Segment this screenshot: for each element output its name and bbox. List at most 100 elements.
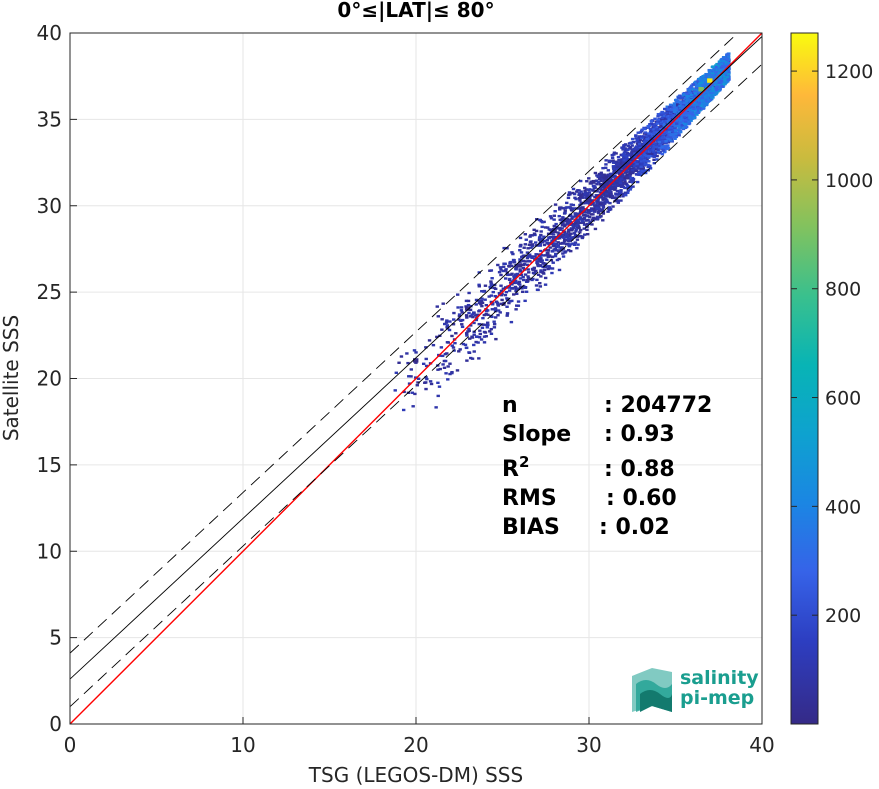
density-bin [513,285,518,289]
density-bin [718,85,722,88]
density-bin [621,175,626,178]
density-bin [435,335,439,339]
density-bin [665,109,669,113]
density-bin [646,137,650,141]
density-bin [668,126,672,129]
density-bin [466,299,471,303]
density-bin [574,228,579,231]
density-bin [546,267,550,271]
x-tick-label: 0 [64,733,77,757]
density-bin [597,207,602,211]
density-bin [527,271,531,274]
density-bin [645,126,649,129]
density-bin [649,136,653,139]
density-bin [533,241,538,244]
density-bin [604,166,608,170]
density-bin [511,252,515,256]
density-bin [542,235,546,238]
density-bin [607,160,612,164]
density-bin [394,371,399,374]
density-bin [696,85,700,88]
density-bin [585,222,590,226]
density-bin [530,245,535,248]
density-bin [582,223,587,226]
density-bin [550,267,555,270]
density-bin [524,260,528,263]
density-bin [531,271,536,275]
density-bin [597,177,602,181]
density-bin [569,232,573,235]
density-bin [702,104,707,107]
density-core-bin [413,358,419,363]
density-bin [708,96,712,100]
density-bin [460,325,465,329]
density-bin [626,148,630,151]
density-bin [435,305,439,308]
density-core-bin [551,228,557,234]
density-bin [660,143,664,147]
density-bin [547,228,551,231]
density-bin [689,95,694,99]
density-bin [656,148,660,151]
density-bin [591,201,595,205]
density-bin [482,323,486,326]
density-bin [541,254,545,257]
density-bin [627,152,631,156]
stat-label: RMS [502,486,557,511]
density-bin [667,139,671,142]
density-bin [434,406,438,409]
density-bin [455,293,460,296]
density-bin [599,194,603,197]
density-bin [680,95,684,98]
density-bin [494,337,498,341]
density-bin [613,175,617,178]
density-bin [642,135,646,138]
density-bin [601,198,605,201]
density-bin [682,93,686,96]
density-bin [551,244,556,248]
density-bin [510,283,514,286]
density-bin [697,102,701,105]
density-bin [610,187,614,190]
stat-label: Slope [502,422,571,447]
density-bin [667,108,671,111]
density-bin [499,302,504,306]
density-bin [726,52,730,56]
density-bin [674,129,678,132]
density-bin [553,254,558,258]
density-bin [407,375,411,378]
density-bin [540,259,544,262]
logo-line2: pi-mep [680,687,754,709]
density-bin [572,207,576,210]
density-bin [504,277,508,280]
density-bin [599,176,603,179]
density-bin [602,185,606,188]
density-bin [540,240,544,244]
density-bin [577,212,581,216]
density-bin [524,238,528,241]
density-bin [565,201,569,205]
density-bin [664,130,668,133]
density-bin [615,168,620,171]
density-bin [681,126,685,130]
density-bin [564,219,568,223]
density-bin [546,242,551,245]
density-bin [525,256,530,260]
stat-value: : 0.60 [606,486,677,511]
stat-label: n [502,393,518,418]
density-bin [688,116,692,120]
density-bin [465,316,469,319]
density-bin [717,81,721,84]
density-bin [465,359,469,362]
density-bin [649,120,654,123]
density-bin [451,346,456,349]
density-bin [484,335,488,338]
density-bin [572,243,577,247]
density-bin [523,273,528,276]
density-bin [585,180,589,183]
density-bin [583,186,587,190]
density-bin [632,166,636,169]
density-bin [492,320,496,323]
density-bin [579,234,583,238]
